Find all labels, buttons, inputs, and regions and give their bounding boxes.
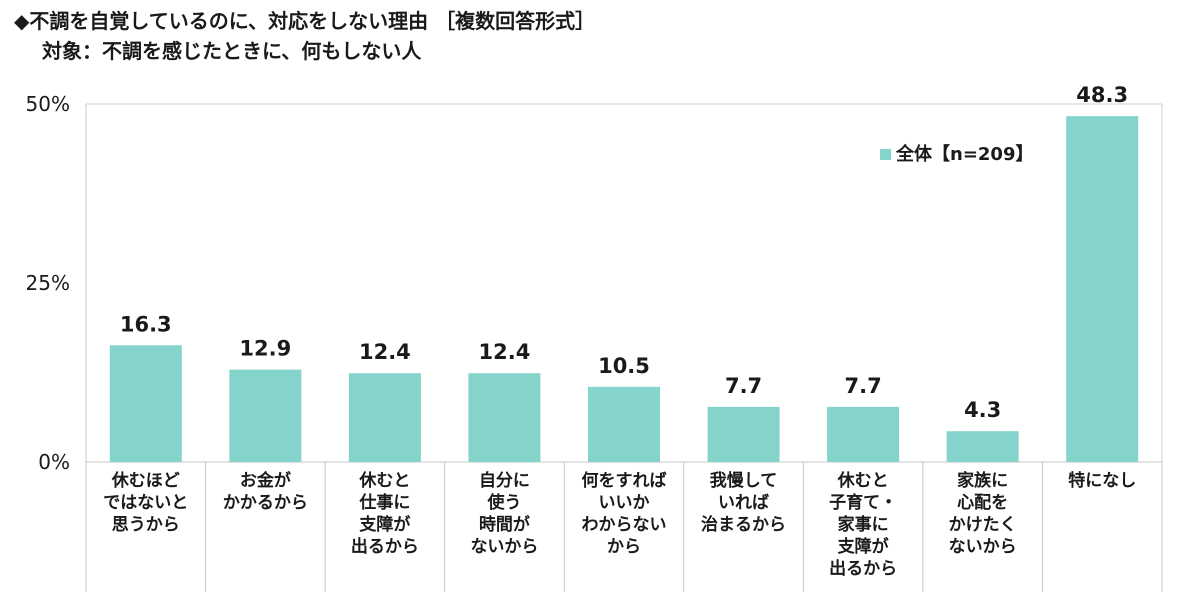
category-label-line: 出るから — [351, 536, 419, 557]
category-label-line: 何をすれば — [582, 470, 667, 491]
category-label-line: 休むと — [837, 470, 889, 491]
category-label-line: 心配を — [957, 493, 1008, 513]
category-label: 特になし — [1068, 470, 1136, 491]
category-label-line: 子育て・ — [829, 492, 897, 513]
category-label: 休むほどではないと思うから — [103, 470, 188, 535]
category-label-line: 我慢して — [710, 470, 778, 491]
bar — [229, 369, 302, 462]
data-label: 7.7 — [845, 374, 882, 398]
bar — [348, 373, 421, 462]
category-label-line: いれば — [718, 493, 769, 513]
category-label-line: 家事に — [838, 514, 889, 535]
category-label-line: ではないと — [103, 493, 188, 513]
category-label-line: 自分に — [479, 470, 530, 491]
bar — [588, 386, 660, 462]
category-label-line: 思うから — [112, 515, 180, 535]
category-label-line: 支障が — [838, 536, 889, 557]
data-label: 12.4 — [359, 340, 411, 364]
category-label-line: 仕事に — [358, 492, 410, 513]
category-label-line: いいか — [599, 493, 650, 513]
data-label: 7.7 — [725, 374, 762, 398]
category-label-line: わからない — [582, 515, 667, 535]
category-label-line: 出るから — [829, 558, 897, 579]
data-label: 16.3 — [120, 312, 172, 336]
data-label: 12.9 — [239, 337, 291, 361]
bar — [1066, 116, 1139, 462]
category-label-line: 使う — [486, 492, 521, 513]
bar — [468, 373, 541, 462]
category-label: 休むと仕事に支障が出るから — [351, 470, 419, 557]
category-label-line: 時間が — [479, 514, 530, 535]
category-label-line: お金が — [240, 470, 291, 491]
y-tick-label: 0% — [38, 450, 70, 474]
legend-swatch — [880, 149, 891, 160]
category-label: お金がかかるから — [223, 470, 308, 513]
legend-label: 全体【n=209】 — [895, 143, 1033, 165]
data-label: 10.5 — [598, 354, 650, 378]
category-label: 家族に心配をかけたくないから — [949, 470, 1017, 557]
category-label: 自分に使う時間がないから — [470, 470, 538, 557]
category-label: 我慢していれば治まるから — [701, 470, 786, 535]
category-label-line: 家族に — [957, 470, 1008, 491]
category-label-line: 休むほど — [111, 470, 180, 491]
category-label-line: から — [607, 537, 641, 557]
category-label-line: 治まるから — [701, 514, 786, 535]
category-label-line: 休むと — [358, 470, 410, 491]
data-label: 4.3 — [964, 398, 1001, 422]
chart-subtitle: 対象：不調を感じたときに、何もしない人 — [42, 39, 422, 63]
y-tick-label: 50% — [26, 92, 70, 116]
data-label: 12.4 — [479, 340, 531, 364]
bar — [707, 406, 780, 462]
data-label: 48.3 — [1076, 83, 1128, 107]
category-label-line: 支障が — [359, 514, 410, 535]
category-label-line: かけたく — [949, 515, 1017, 535]
category-label-line: ないから — [470, 537, 538, 557]
category-label: 休むと子育て・家事に支障が出るから — [829, 470, 897, 579]
y-tick-label: 25% — [26, 271, 70, 295]
chart-title: ◆不調を自覚しているのに、対応をしない理由 ［複数回答形式］ — [14, 9, 596, 33]
bar — [109, 345, 182, 462]
category-label-line: ないから — [949, 537, 1017, 557]
bar — [946, 431, 1019, 462]
category-label-line: かかるから — [223, 493, 308, 513]
bar — [827, 406, 900, 462]
category-label: 何をすればいいかわからないから — [582, 470, 667, 557]
category-label-line: 特になし — [1068, 470, 1136, 491]
